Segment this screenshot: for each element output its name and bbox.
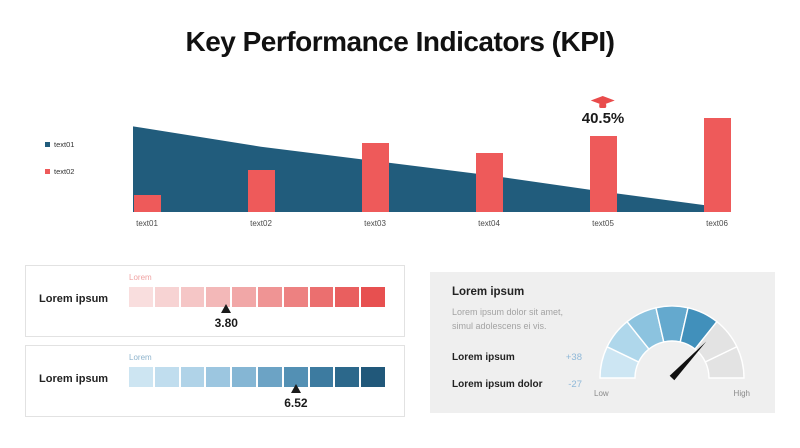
kpi-combo-chart: 40.5% text01 text02 text03 text04 text05 text…: [110, 95, 745, 228]
scale-segment: [154, 367, 179, 387]
scale-segment: [257, 287, 282, 307]
scale-segment: [180, 367, 205, 387]
x-label-text05: text05: [592, 219, 614, 228]
info-paragraph: Lorem ipsum dolor sit amet, simul adoles…: [452, 307, 564, 331]
scale-caption: Lorem: [129, 273, 152, 282]
scale-segment: [154, 287, 179, 307]
gauge-high-label: High: [734, 389, 750, 398]
legend-swatch-navy: [45, 142, 50, 147]
legend-item-area: text01: [45, 140, 74, 149]
area-series: [133, 126, 710, 212]
scale-segment: [129, 287, 153, 307]
bar-text01: [133, 194, 161, 212]
scale-bar-red: [129, 287, 385, 307]
scale-segment: [206, 367, 231, 387]
scale-segment: [180, 287, 205, 307]
area-chart: [133, 126, 710, 212]
gauge-segment-7: [704, 345, 745, 379]
scale-segment: [257, 367, 282, 387]
scale-panel-red: Lorem ipsum Lorem 3.80: [25, 265, 405, 337]
scale-segment: [283, 367, 308, 387]
scale-segment: [335, 287, 360, 307]
scale-value: 6.52: [284, 396, 308, 410]
scale-segment: [309, 367, 334, 387]
scale-marker-icon: [221, 304, 232, 313]
bar-text04: [475, 152, 503, 212]
scale-segment: [129, 367, 153, 387]
bar-text03: [361, 142, 389, 212]
bar-text05: [589, 135, 617, 212]
scale-segment: [361, 367, 385, 387]
info-row-value: +38: [565, 352, 582, 363]
scale-segment: [335, 367, 360, 387]
legend-label: text01: [54, 140, 75, 149]
info-heading: Lorem ipsum: [452, 286, 525, 298]
scale-segment: [232, 287, 256, 307]
scale-caption: Lorem: [129, 353, 152, 362]
info-row-label: Lorem ipsum: [452, 352, 515, 363]
scale-value: 3.80: [214, 316, 238, 330]
chart-legend: text01 text02: [45, 140, 74, 194]
scale-marker-icon: [290, 384, 301, 393]
info-row: Lorem ipsum +38: [452, 352, 582, 363]
x-label-text04: text04: [478, 219, 500, 228]
scale-segment: [206, 287, 231, 307]
legend-swatch-red: [45, 169, 50, 174]
legend-label: text02: [54, 167, 75, 176]
gauge-low-label: Low: [594, 389, 609, 398]
scale-panel-blue: Lorem ipsum Lorem 6.52: [25, 345, 405, 417]
annotation-label: 40.5%: [581, 109, 625, 127]
graduation-cap-icon: [590, 95, 615, 108]
scale-segment: [232, 367, 256, 387]
scale-label: Lorem ipsum: [39, 373, 109, 385]
bar-text06: [703, 118, 731, 212]
scale-segment: [283, 287, 308, 307]
x-label-text03: text03: [364, 219, 386, 228]
scale-label: Lorem ipsum: [39, 293, 109, 305]
annotation: 40.5%: [581, 95, 625, 127]
info-row: Lorem ipsum dolor -27: [452, 379, 582, 390]
gauge-svg: Low High: [594, 305, 750, 398]
gauge-needle: [669, 341, 707, 381]
scale-segment: [361, 287, 385, 307]
page-title: Key Performance Indicators (KPI): [185, 26, 615, 57]
info-row-label: Lorem ipsum dolor: [452, 379, 543, 390]
scale-bar-blue: [129, 367, 385, 387]
bar-text02: [247, 170, 275, 212]
info-row-value: -27: [568, 379, 582, 390]
x-label-text06: text06: [706, 219, 728, 228]
x-label-text02: text02: [250, 219, 272, 228]
scale-segment: [309, 287, 334, 307]
legend-item-bar: text02: [45, 167, 74, 176]
x-label-text01: text01: [136, 219, 158, 228]
info-panel: Lorem ipsum Lorem ipsum dolor sit amet, …: [430, 272, 775, 413]
